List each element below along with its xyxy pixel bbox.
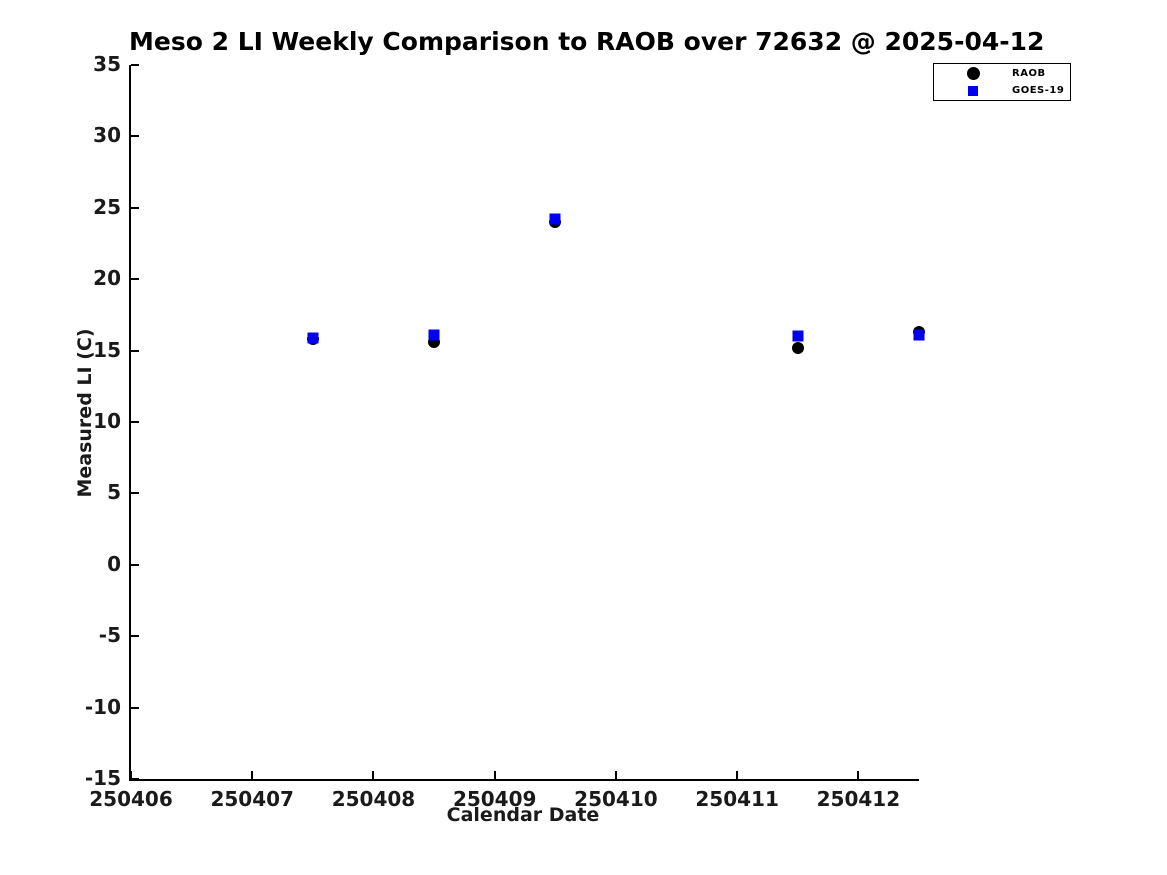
data-point-goes-19 (913, 329, 925, 341)
data-point-goes-19 (428, 329, 440, 341)
legend-label-goes-19: GOES-19 (1012, 85, 1065, 96)
x-tick-label: 250409 (452, 787, 537, 811)
data-point-goes-19 (307, 332, 319, 344)
legend-label-raob: RAOB (1012, 68, 1046, 79)
y-tick-label: 30 (93, 123, 121, 148)
x-axis-tick (251, 771, 254, 779)
raob-circle-marker-icon (966, 67, 980, 80)
y-axis-tick (131, 563, 139, 566)
legend-item-goes-19: GOES-19 (934, 83, 1070, 98)
y-axis-label: Measured LI (C) (74, 328, 96, 498)
legend-marker-box (934, 67, 1012, 80)
x-axis-tick (614, 771, 617, 779)
y-axis-tick (131, 278, 139, 281)
y-axis-tick (131, 492, 139, 495)
x-axis-tick (372, 771, 375, 779)
legend-item-raob: RAOB (934, 66, 1070, 81)
x-axis-tick (736, 771, 739, 779)
data-point-goes-19 (549, 213, 561, 225)
y-axis-tick (131, 64, 139, 66)
legend: RAOB GOES-19 (933, 63, 1071, 101)
y-axis-tick (131, 778, 139, 780)
y-tick-label: 10 (93, 409, 121, 433)
x-axis-label: Calendar Date (446, 804, 600, 826)
data-point-raob (791, 341, 804, 354)
y-tick-label: 15 (93, 337, 121, 362)
x-axis-tick (493, 771, 496, 779)
y-tick-label: 20 (93, 266, 121, 291)
y-tick-label: 25 (93, 194, 121, 219)
data-point-goes-19 (792, 330, 804, 342)
y-tick-label: -5 (98, 623, 121, 648)
y-tick-label: 5 (107, 480, 121, 505)
y-axis-tick (131, 135, 139, 138)
y-axis-tick (131, 206, 139, 209)
y-tick-label: -10 (84, 694, 121, 719)
y-axis-tick (131, 706, 139, 709)
plot-area: 250406 250407 250408 250409 250410 250411 2504… (85, 52, 925, 811)
y-tick-label: -15 (84, 766, 121, 790)
legend-marker-box (934, 85, 1012, 96)
chart-title: Meso 2 LI Weekly Comparison to RAOB over… (129, 27, 1045, 56)
x-tick-label: 250407 (210, 787, 294, 811)
y-tick-label: 35 (93, 52, 121, 76)
goes-19-square-marker-icon (968, 85, 978, 96)
x-tick-label: 250410 (574, 787, 658, 811)
x-axis-tick (857, 771, 860, 779)
x-axis-tick (130, 771, 132, 779)
y-axis-tick (131, 349, 139, 352)
y-axis-tick (131, 421, 139, 423)
y-tick-label: 0 (107, 551, 121, 576)
x-tick-label: 250411 (695, 787, 779, 811)
y-axis-tick (131, 635, 139, 638)
x-tick-label: 250408 (331, 787, 416, 811)
x-tick-label: 250412 (816, 787, 901, 811)
x-tick-label: 250406 (89, 787, 173, 811)
